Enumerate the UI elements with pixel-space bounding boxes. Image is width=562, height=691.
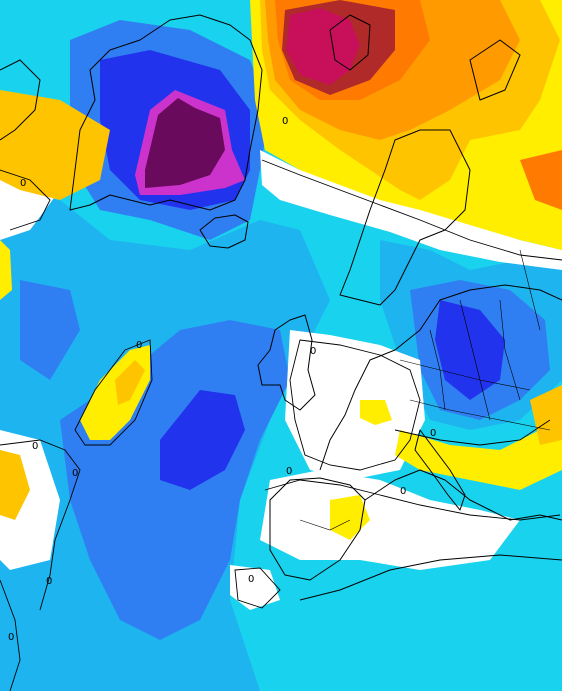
white-region-iberia [260, 470, 520, 570]
zero-contour-line [74, 339, 153, 446]
italy-coastline [414, 429, 466, 511]
contour-label: 0 [400, 486, 406, 497]
contour-label: 0 [72, 468, 78, 479]
contour-label: 0 [20, 178, 26, 189]
north-africa-coastline [299, 554, 562, 601]
contour-label: 0 [430, 428, 436, 439]
border-line [299, 519, 351, 531]
contour-label: 0 [8, 632, 14, 643]
gold-region-east [530, 385, 562, 445]
dark-orange-region-east [520, 150, 562, 210]
continental-europe-coastline [319, 284, 562, 471]
contour-label: 0 [46, 576, 52, 587]
contour-label: 0 [136, 340, 142, 351]
svalbard-coastline [329, 14, 371, 71]
iceland-coastline [199, 214, 249, 249]
zero-contour-line [394, 419, 551, 446]
crimson-core-north [286, 8, 360, 85]
zero-contour-line [0, 169, 51, 231]
coastlines [0, 14, 562, 601]
blue-core-atlantic [160, 390, 245, 490]
contour-label: 0 [32, 441, 38, 452]
zero-contour-line [0, 579, 21, 691]
zero-contour-line [234, 567, 281, 609]
white-region-north-band [260, 150, 562, 270]
contour-label: 0 [310, 346, 316, 357]
mediterranean-coastline [364, 469, 562, 521]
medium-blue-region-west [20, 280, 80, 380]
zero-contour-line [289, 339, 421, 471]
gold-region-mid-atlantic [115, 360, 145, 405]
greenland-coastline [69, 14, 263, 211]
border-line [459, 299, 491, 421]
zero-contour-line [261, 159, 562, 261]
british-isles-coastline [257, 314, 316, 411]
contour-label: 0 [286, 466, 292, 477]
gold-region-southwest [0, 450, 30, 520]
blue-core-central-europe [435, 300, 505, 400]
contour-labels: 0 0 0 0 0 0 0 0 0 0 0 0 [8, 116, 436, 643]
zero-contour-line [0, 439, 81, 611]
zero-contour-line [264, 479, 561, 521]
border-line [499, 299, 521, 401]
contour-label: 0 [248, 574, 254, 585]
yellow-region-adriatic [360, 400, 392, 425]
white-region-europe [285, 330, 425, 480]
border-line [519, 249, 541, 331]
canada-coastline [0, 59, 41, 141]
yellow-band-south-europe [395, 400, 562, 490]
country-borders [299, 249, 551, 531]
border-line [399, 359, 531, 391]
zero-contours [0, 159, 562, 691]
border-line [409, 399, 551, 431]
yellow-region-west-edge [0, 240, 12, 300]
iberia-coastline [269, 477, 366, 581]
deep-purple-core-greenland [145, 98, 225, 188]
contour-label: 0 [282, 116, 288, 127]
novaya-zemlya-coastline [469, 39, 521, 101]
scandinavia-coastline [339, 129, 471, 306]
